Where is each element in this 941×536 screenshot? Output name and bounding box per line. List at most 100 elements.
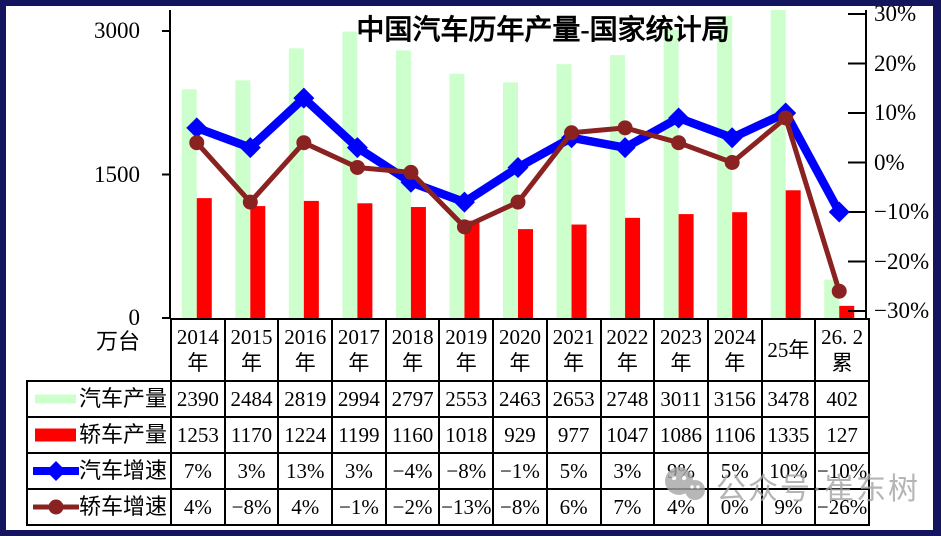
value-cell: 2463 xyxy=(492,380,548,418)
value-cell: 9% xyxy=(760,488,817,526)
right-axis-tick-label: −30% xyxy=(874,298,930,323)
diamond-marker xyxy=(828,201,850,223)
value-cell: 5% xyxy=(706,452,763,490)
right-axis-tick-label: −20% xyxy=(874,248,930,274)
circle-marker xyxy=(403,164,419,180)
bar-sedan-production xyxy=(625,217,641,318)
value-cell: 3011 xyxy=(653,380,709,418)
value-cell: 2484 xyxy=(223,380,280,418)
data-table: 2014 年 2015 年 2016 年 2017 年 2018 年 2019 年 2020 年 2021 年… xyxy=(26,318,870,526)
value-cell: −1% xyxy=(492,452,548,490)
year-header-cell: 2023 年 xyxy=(653,318,709,382)
value-cell: 1106 xyxy=(706,416,763,454)
value-cell: 4% xyxy=(277,488,334,526)
frame-border-left xyxy=(0,0,6,536)
frame-border-top xyxy=(0,0,941,6)
value-cell: −1% xyxy=(331,488,387,526)
value-cell: 3478 xyxy=(760,380,817,418)
value-cell: 7% xyxy=(599,488,656,526)
value-cell: 5% xyxy=(545,452,602,490)
bar-sedan-production xyxy=(732,212,748,318)
series-name: 汽车增速 xyxy=(79,458,168,483)
value-cell: 2797 xyxy=(384,380,441,418)
bar-auto-production xyxy=(770,10,786,318)
watermark-text: 公众号·崔东树 xyxy=(716,473,920,506)
right-axis-tick-label: 0% xyxy=(874,149,905,175)
diamond-marker xyxy=(186,117,208,139)
circle-marker xyxy=(831,283,847,299)
bar-auto-production xyxy=(717,16,733,319)
bar-sedan-production xyxy=(839,305,855,318)
bar-auto-production xyxy=(288,48,304,318)
value-cell: 1170 xyxy=(223,416,280,454)
circle-marker xyxy=(724,155,740,170)
circle-marker xyxy=(617,120,633,136)
year-header-cell: 2018 年 xyxy=(384,318,441,382)
value-cell: 1335 xyxy=(760,416,817,454)
legend-cell: 轿车增速 xyxy=(26,488,172,526)
right-axis-tick-label: −10% xyxy=(874,199,930,224)
value-cell: 1018 xyxy=(438,416,495,454)
sedan-growth-line xyxy=(189,110,847,299)
value-cell: −10% xyxy=(814,452,870,490)
bar-sedan-production xyxy=(196,198,212,318)
frame-border-bottom xyxy=(0,530,941,536)
legend-swatch-bar xyxy=(33,423,79,447)
value-cell: 127 xyxy=(814,416,870,454)
value-cell: 1199 xyxy=(331,416,387,454)
year-header-cell: 2020 年 xyxy=(492,318,548,382)
value-cell: −13% xyxy=(438,488,495,526)
bar-sedan-production xyxy=(678,214,694,318)
watermark: 公众号·崔东树 xyxy=(662,464,920,508)
value-cell: 0% xyxy=(706,488,763,526)
value-cell: −26% xyxy=(814,488,870,526)
value-cell: 1224 xyxy=(277,416,334,454)
value-cell: 929 xyxy=(492,416,548,454)
diamond-marker xyxy=(453,191,475,213)
year-header-cell: 2024 年 xyxy=(706,318,763,382)
circle-marker xyxy=(778,110,794,126)
wechat-icon xyxy=(665,467,705,500)
value-cell: 7% xyxy=(170,452,226,490)
value-cell: 6% xyxy=(545,488,602,526)
axes xyxy=(162,10,867,319)
value-cell: 2748 xyxy=(599,380,656,418)
value-cell: 2653 xyxy=(545,380,602,418)
right-axis-tick-label: 20% xyxy=(874,50,917,76)
diamond-marker xyxy=(721,127,743,149)
circle-marker xyxy=(242,194,258,210)
circle-marker xyxy=(564,125,580,141)
circle-marker xyxy=(296,135,312,151)
value-cell: −4% xyxy=(384,452,441,490)
year-header-cell: 2021 年 xyxy=(545,318,602,382)
diamond-marker xyxy=(293,87,315,109)
value-cell: −8% xyxy=(438,452,495,490)
bar-sedan-production xyxy=(464,220,480,318)
table-row: 轿车产量 1253 1170 1224 1199 1160 1018 929 977 1047 10… xyxy=(26,416,870,454)
bar-auto-production xyxy=(610,55,626,318)
value-cell: 2553 xyxy=(438,380,495,418)
series-name: 汽车产量 xyxy=(79,386,168,411)
circle-marker xyxy=(349,159,365,175)
bar-auto-production xyxy=(342,31,358,318)
value-cell: 1047 xyxy=(599,416,656,454)
circle-marker xyxy=(510,194,526,210)
value-cell: 2994 xyxy=(331,380,387,418)
bar-sedan-production xyxy=(250,206,266,318)
circle-marker xyxy=(456,219,472,235)
legend-swatch-circle xyxy=(33,495,79,519)
bar-auto-production xyxy=(503,82,518,318)
year-header-cell: 2015 年 xyxy=(223,318,280,382)
value-cell: 3% xyxy=(223,452,280,490)
value-cell: −8% xyxy=(223,488,280,526)
legend-swatch-bar xyxy=(33,387,79,411)
value-cell: 1086 xyxy=(653,416,709,454)
bar-sedan-production xyxy=(410,207,426,318)
year-header-cell: 2017 年 xyxy=(331,318,387,382)
right-axis-tick-label: 10% xyxy=(874,100,917,125)
year-header-cell: 25年 xyxy=(760,318,817,382)
legend-cell: 汽车产量 xyxy=(26,380,172,418)
chart-title: 中国汽车历年产量-国家统计局 xyxy=(356,15,730,46)
